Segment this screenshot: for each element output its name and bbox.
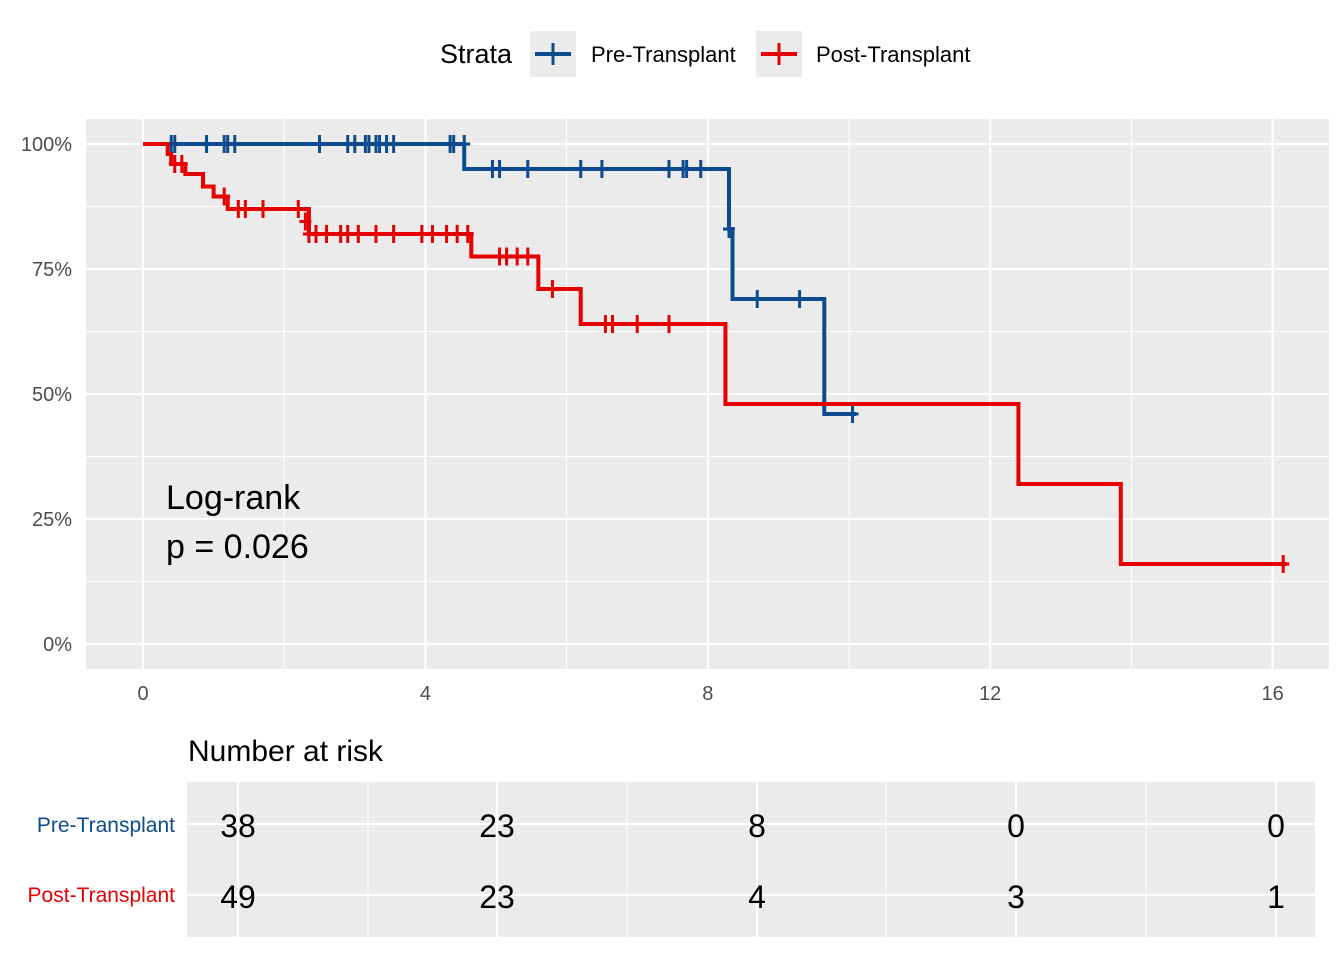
risk-value: 23 — [479, 808, 515, 844]
risk-value: 8 — [748, 808, 766, 844]
y-axis-ticks: 0% 25% 50% 75% 100% — [21, 134, 72, 656]
risk-table-title: Number at risk — [188, 735, 384, 768]
risk-value: 3 — [1007, 879, 1025, 915]
legend: Strata Pre-Transplant Post-Transplant — [440, 31, 970, 77]
x-tick-label: 12 — [979, 683, 1001, 705]
risk-value: 0 — [1007, 808, 1025, 844]
legend-label-pre-transplant: Pre-Transplant — [591, 42, 736, 67]
y-tick-label: 50% — [32, 384, 72, 406]
risk-row-label-pre-transplant: Pre-Transplant — [37, 814, 175, 837]
x-tick-label: 8 — [702, 683, 713, 705]
y-tick-label: 25% — [32, 509, 72, 531]
x-tick-label: 0 — [137, 683, 148, 705]
plot-grid — [86, 119, 1329, 669]
y-tick-label: 100% — [21, 134, 72, 156]
logrank-pvalue: p = 0.026 — [166, 528, 309, 566]
legend-label-post-transplant: Post-Transplant — [816, 42, 970, 67]
risk-table-panel — [187, 782, 1315, 937]
survival-curves — [143, 135, 1290, 573]
y-tick-label: 75% — [32, 259, 72, 281]
x-tick-label: 16 — [1261, 683, 1283, 705]
risk-value: 23 — [479, 879, 515, 915]
legend-title: Strata — [440, 39, 513, 69]
risk-row-label-post-transplant: Post-Transplant — [28, 884, 176, 907]
risk-value: 0 — [1267, 808, 1285, 844]
x-tick-label: 4 — [420, 683, 431, 705]
risk-value: 38 — [220, 808, 256, 844]
risk-value: 1 — [1267, 879, 1285, 915]
y-tick-label: 0% — [43, 634, 72, 656]
risk-table-grid — [187, 782, 1315, 937]
risk-value: 49 — [220, 879, 256, 915]
risk-table-values: 38 23 8 0 0 49 23 4 3 1 — [220, 808, 1285, 915]
risk-table-row-labels: Pre-Transplant Post-Transplant — [28, 814, 176, 907]
logrank-label: Log-rank — [166, 479, 301, 517]
x-axis-ticks: 0 4 8 12 16 — [137, 683, 1283, 705]
risk-value: 4 — [748, 879, 766, 915]
